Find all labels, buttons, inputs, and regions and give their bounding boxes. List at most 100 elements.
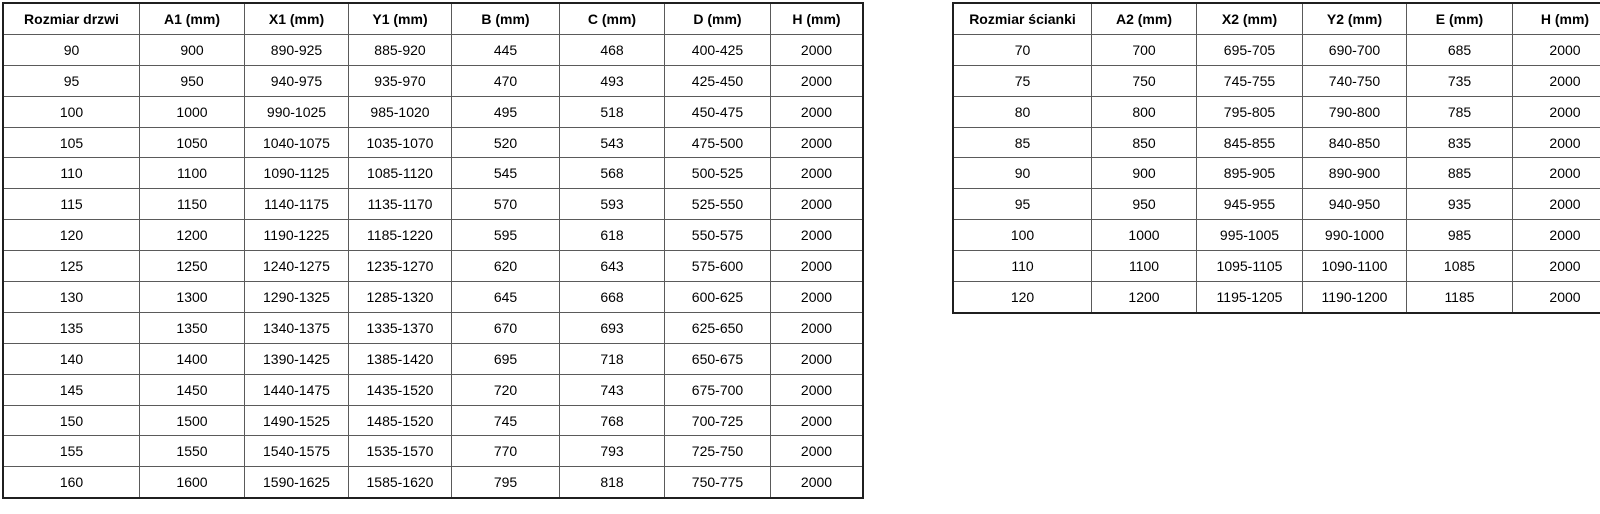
table-cell: 835 <box>1406 126 1513 159</box>
table-cell: 1485-1520 <box>348 404 452 437</box>
table-cell: 450-475 <box>664 95 771 128</box>
table-cell: 725-750 <box>664 435 771 468</box>
table-cell: 1235-1270 <box>348 250 452 283</box>
table-row: 100 1000 995-1005 990-1000 985 2000 <box>952 219 1600 252</box>
table-cell: 1450 <box>139 373 245 406</box>
table-cell: 900 <box>1091 157 1197 190</box>
table-row: 135 1350 1340-1375 1335-1370 670 693 625-650 20… <box>2 311 864 344</box>
column-header: A1 (mm) <box>139 2 245 35</box>
table-cell: 2000 <box>770 435 864 468</box>
table-cell: 115 <box>2 188 140 221</box>
table-cell: 2000 <box>770 281 864 313</box>
table-cell: 1100 <box>139 157 245 190</box>
table-cell: 750 <box>1091 64 1197 97</box>
table-cell: 475-500 <box>664 126 771 159</box>
table-cell: 2000 <box>770 219 864 252</box>
column-header: Y2 (mm) <box>1302 2 1407 35</box>
door-size-table: Rozmiar drzwi A1 (mm) X1 (mm) Y1 (mm) B (mm)… <box>2 2 864 500</box>
column-header: Rozmiar drzwi <box>2 2 140 35</box>
table-cell: 593 <box>559 188 665 221</box>
table-cell: 950 <box>139 64 245 97</box>
table-cell: 2000 <box>770 373 864 406</box>
table-cell: 740-750 <box>1302 64 1407 97</box>
table-cell: 985-1020 <box>348 95 452 128</box>
table-row: 95 950 940-975 935-970 470 493 425-450 2000 <box>2 64 864 97</box>
table-cell: 818 <box>559 466 665 499</box>
table-cell: 110 <box>2 157 140 190</box>
table-row: 90 900 895-905 890-900 885 2000 <box>952 157 1600 190</box>
table-cell: 500-525 <box>664 157 771 190</box>
table-cell: 105 <box>2 126 140 159</box>
table-cell: 545 <box>451 157 560 190</box>
table-cell: 468 <box>559 33 665 66</box>
table-cell: 85 <box>952 126 1092 159</box>
column-header: D (mm) <box>664 2 771 35</box>
table-cell: 1140-1175 <box>244 188 349 221</box>
table-cell: 100 <box>2 95 140 128</box>
table-cell: 493 <box>559 64 665 97</box>
table-cell: 1335-1370 <box>348 311 452 344</box>
table-cell: 1500 <box>139 404 245 437</box>
table-cell: 743 <box>559 373 665 406</box>
table-cell: 668 <box>559 281 665 313</box>
table-row: 95 950 945-955 940-950 935 2000 <box>952 188 1600 221</box>
table-cell: 1190-1225 <box>244 219 349 252</box>
table-cell: 2000 <box>1512 33 1600 66</box>
table-row: 160 1600 1590-1625 1585-1620 795 818 750-775 20… <box>2 466 864 499</box>
table-cell: 543 <box>559 126 665 159</box>
table-cell: 1090-1125 <box>244 157 349 190</box>
table-cell: 800 <box>1091 95 1197 128</box>
table-cell: 1150 <box>139 188 245 221</box>
table-cell: 1550 <box>139 435 245 468</box>
table-cell: 80 <box>952 95 1092 128</box>
table-cell: 720 <box>451 373 560 406</box>
table-cell: 1400 <box>139 342 245 375</box>
door-table-body: 90 900 890-925 885-920 445 468 400-425 2000 95 95… <box>2 33 864 499</box>
table-cell: 95 <box>2 64 140 97</box>
table-row: 155 1550 1540-1575 1535-1570 770 793 725-750 20… <box>2 435 864 468</box>
table-cell: 155 <box>2 435 140 468</box>
table-cell: 890-925 <box>244 33 349 66</box>
column-header: B (mm) <box>451 2 560 35</box>
table-cell: 550-575 <box>664 219 771 252</box>
table-cell: 2000 <box>770 342 864 375</box>
table-cell: 2000 <box>1512 95 1600 128</box>
table-cell: 470 <box>451 64 560 97</box>
table-cell: 935 <box>1406 188 1513 221</box>
table-cell: 685 <box>1406 33 1513 66</box>
table-cell: 643 <box>559 250 665 283</box>
table-row: 100 1000 990-1025 985-1020 495 518 450-475 2000 <box>2 95 864 128</box>
table-cell: 2000 <box>770 95 864 128</box>
table-row: 150 1500 1490-1525 1485-1520 745 768 700-725 20… <box>2 404 864 437</box>
table-cell: 945-955 <box>1196 188 1303 221</box>
table-cell: 1035-1070 <box>348 126 452 159</box>
table-cell: 2000 <box>1512 64 1600 97</box>
table-cell: 100 <box>952 219 1092 252</box>
table-cell: 445 <box>451 33 560 66</box>
table-cell: 1590-1625 <box>244 466 349 499</box>
table-cell: 495 <box>451 95 560 128</box>
table-cell: 693 <box>559 311 665 344</box>
table-cell: 160 <box>2 466 140 499</box>
table-cell: 120 <box>2 219 140 252</box>
table-row: 105 1050 1040-1075 1035-1070 520 543 475-500 20… <box>2 126 864 159</box>
table-cell: 1195-1205 <box>1196 281 1303 314</box>
table-cell: 90 <box>2 33 140 66</box>
column-header: X2 (mm) <box>1196 2 1303 35</box>
table-row: 115 1150 1140-1175 1135-1170 570 593 525-550 20… <box>2 188 864 221</box>
table-cell: 1050 <box>139 126 245 159</box>
table-cell: 1390-1425 <box>244 342 349 375</box>
table-cell: 1100 <box>1091 250 1197 283</box>
table-cell: 150 <box>2 404 140 437</box>
table-cell: 2000 <box>770 188 864 221</box>
wall-size-table: Rozmiar ścianki A2 (mm) X2 (mm) Y2 (mm) E (m… <box>952 2 1600 314</box>
table-cell: 1540-1575 <box>244 435 349 468</box>
table-cell: 1340-1375 <box>244 311 349 344</box>
table-cell: 750-775 <box>664 466 771 499</box>
table-cell: 1285-1320 <box>348 281 452 313</box>
table-cell: 1490-1525 <box>244 404 349 437</box>
table-cell: 120 <box>952 281 1092 314</box>
wall-table-body: 70 700 695-705 690-700 685 2000 75 750 745-755 74… <box>952 33 1600 314</box>
table-row: 110 1100 1095-1105 1090-1100 1085 2000 <box>952 250 1600 283</box>
